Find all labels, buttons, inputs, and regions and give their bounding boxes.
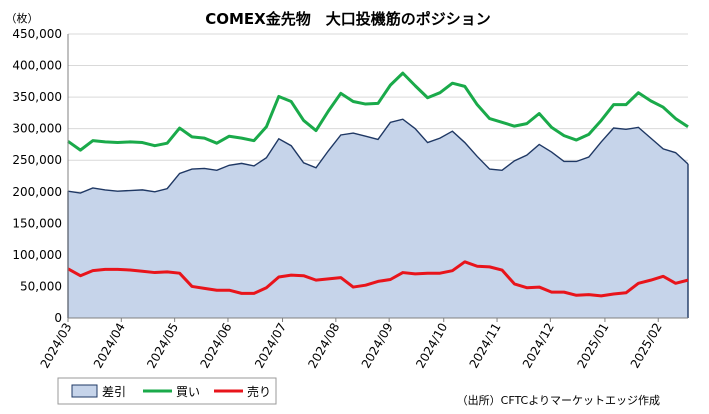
- series-diff-line: [67, 118, 689, 194]
- legend-label-diff: 差引: [102, 385, 126, 399]
- x-axis: 2024/03 2024/04 2024/05 2024/06 2024/07 2024/…: [38, 318, 665, 371]
- x-tick-label: 2024/12: [520, 321, 557, 371]
- legend-label-short: 売り: [247, 384, 271, 399]
- x-tick-label: 2024/05: [144, 321, 181, 371]
- x-tick-label: 2024/09: [359, 321, 396, 371]
- chart-title: COMEX金先物 大口投機筋のポジション: [205, 10, 491, 28]
- y-unit-label: （枚）: [6, 11, 39, 25]
- x-tick-label: 2024/06: [198, 321, 235, 371]
- x-tick-label: 2024/08: [305, 321, 342, 371]
- x-tick-label: 2024/10: [413, 321, 450, 371]
- y-axis: 0 50,000 100,000 150,000 200,000 250,000 300,0…: [12, 27, 688, 325]
- legend-swatch-diff: [71, 384, 98, 398]
- y-tick-label: 200,000: [12, 185, 62, 199]
- legend-label-long: 買い: [176, 385, 200, 399]
- y-tick-label: 400,000: [12, 59, 62, 73]
- x-tick-label: 2025/01: [574, 321, 611, 371]
- y-tick-label: 450,000: [12, 27, 62, 41]
- y-tick-label: 300,000: [12, 122, 62, 136]
- x-tick-label: 2024/11: [467, 321, 504, 371]
- source-note: （出所）CFTCよりマーケットエッジ作成: [457, 393, 660, 407]
- series-short-line: [67, 260, 689, 298]
- y-tick-label: 150,000: [12, 216, 62, 230]
- area-series: [67, 118, 689, 318]
- y-tick-label: 100,000: [12, 248, 62, 262]
- y-tick-label: 0: [54, 311, 62, 325]
- x-tick-label: 2024/03: [38, 321, 75, 371]
- x-tick-label: 2025/02: [628, 321, 665, 371]
- y-tick-label: 50,000: [20, 279, 62, 293]
- series-diff-area: [68, 119, 688, 318]
- x-tick-label: 2024/07: [252, 321, 289, 371]
- line-series: [67, 71, 689, 298]
- series-long-line: [67, 71, 689, 152]
- y-tick-label: 350,000: [12, 90, 62, 104]
- x-tick-label: 2024/04: [91, 321, 128, 371]
- y-tick-label: 250,000: [12, 153, 62, 167]
